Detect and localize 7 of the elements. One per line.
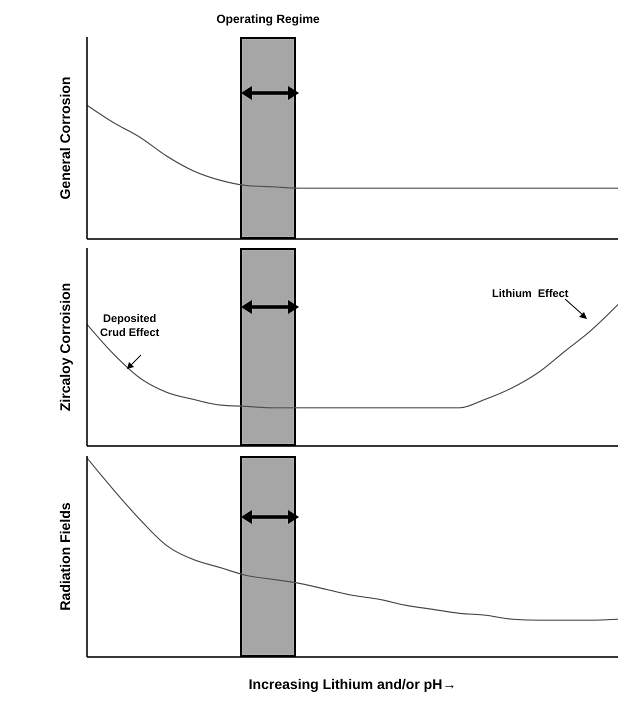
annotation: Deposited Crud Effect	[100, 312, 160, 340]
chart-title: Operating Regime	[215, 12, 321, 26]
y-axis-title: Zircaloy Corroision	[56, 282, 73, 412]
x-axis-title: Increasing Lithium and/or pH→	[248, 676, 456, 692]
y-axis-title: General Corrosion	[56, 76, 73, 200]
text: Lithium Effect	[492, 287, 568, 301]
y-axis-title: Radiation Fields	[56, 502, 73, 611]
